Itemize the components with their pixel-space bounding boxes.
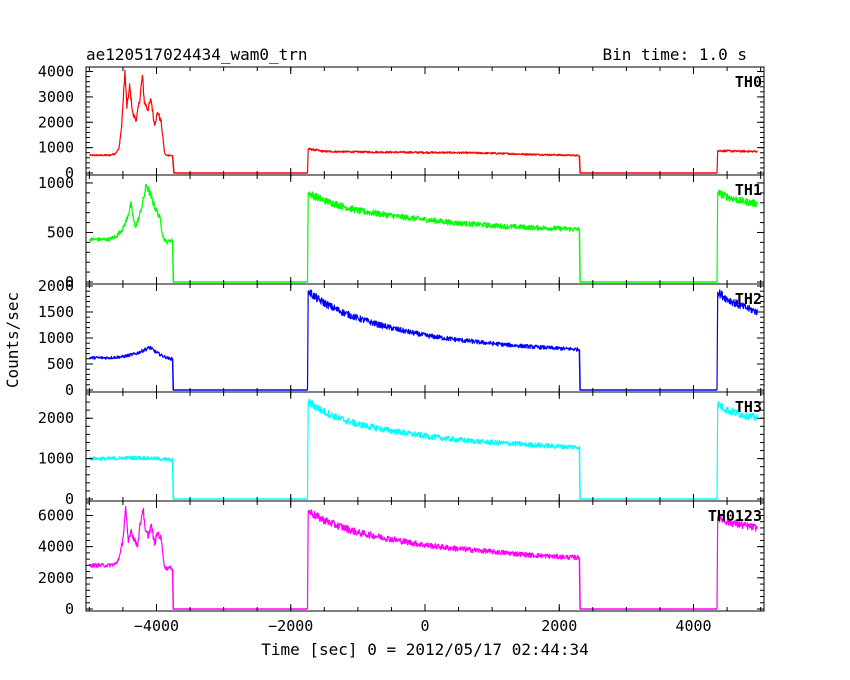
series-line-th3-0: [88, 455, 174, 462]
series-line-th1-3: [578, 229, 717, 283]
panel-th0: 0 1000 2000 3000 4000 TH0: [38, 63, 765, 182]
y-tick-label: 1500: [38, 303, 74, 321]
series-line-th0-1: [171, 155, 308, 174]
y-tick-label: 2000: [38, 569, 74, 587]
series-line-th2-3: [578, 349, 717, 391]
panel-frame: [85, 174, 765, 285]
panel-frame: [85, 283, 765, 393]
series-line-th0123-1: [171, 568, 308, 610]
panel-frame: [85, 500, 765, 612]
y-tick-label: 4000: [38, 538, 74, 556]
series-line-th2-2: [306, 289, 580, 391]
series-line-th1-4: [716, 189, 758, 283]
x-tick-label: 2000: [541, 617, 577, 635]
y-tick-label: 0: [65, 381, 74, 399]
x-tick-label: 4000: [675, 617, 711, 635]
panel-th3: 0 1000 2000 TH3: [38, 391, 765, 508]
y-tick-label: 500: [47, 223, 74, 241]
chart-title: ae120517024434_wam0_trn: [86, 45, 308, 64]
x-axis-label: Time [sec] 0 = 2012/05/17 02:44:34: [261, 640, 589, 659]
series-line-th3-1: [171, 459, 308, 500]
panel-th2: 0 500 1000 1500 2000 TH2: [38, 277, 765, 399]
panel-frame: [85, 66, 765, 176]
series-line-th0-2: [306, 147, 580, 174]
series-line-th0123-0: [88, 506, 173, 571]
y-tick-label: 4000: [38, 63, 74, 81]
y-tick-label: 2000: [38, 277, 74, 295]
y-tick-label: 6000: [38, 506, 74, 524]
y-axis-label: Counts/sec: [3, 292, 22, 388]
y-tick-label: 1000: [38, 139, 74, 157]
series-line-th2-0: [88, 345, 174, 361]
panel-th1: 0 500 1000 TH1: [38, 174, 765, 291]
series-line-th2-1: [171, 358, 308, 391]
y-tick-label: 2000: [38, 113, 74, 131]
series-line-th0-0: [89, 69, 173, 157]
y-tick-label: 1000: [38, 329, 74, 347]
y-tick-label: 500: [47, 355, 74, 373]
bin-time-label: Bin time: 1.0 s: [603, 45, 748, 64]
series-line-th3-2: [306, 398, 580, 500]
x-tick-label: −2000: [268, 617, 313, 635]
y-tick-label: 3000: [38, 88, 74, 106]
y-tick-label: 1000: [38, 450, 74, 468]
panel-label-th3: TH3: [735, 398, 762, 416]
series-line-th1-1: [171, 240, 308, 283]
series-line-th0123-4: [716, 513, 758, 610]
series-line-th3-3: [578, 447, 717, 500]
y-tick-label: 0: [65, 490, 74, 508]
y-tick-label: 2000: [38, 409, 74, 427]
panel-label-th0123: TH0123: [708, 507, 762, 525]
series-line-th0123-2: [306, 509, 580, 610]
series-line-th1-0: [89, 183, 173, 245]
panel-label-th1: TH1: [735, 181, 762, 199]
panel-th0123: 0 2000 4000 6000 TH0123: [38, 500, 765, 618]
x-tick-label: 0: [420, 617, 429, 635]
series-line-th1-2: [306, 191, 580, 283]
y-tick-label: 1000: [38, 174, 74, 192]
series-line-th3-4: [716, 400, 758, 500]
y-tick-label: 0: [65, 164, 74, 182]
panel-frame: [85, 391, 765, 502]
y-tick-label: 0: [65, 273, 74, 291]
panel-label-th0: TH0: [735, 73, 762, 91]
y-tick-label: 0: [65, 600, 74, 618]
series-line-th0123-3: [578, 557, 717, 610]
panel-label-th2: TH2: [735, 290, 762, 308]
series-line-th0-4: [716, 149, 758, 174]
series-line-th2-4: [716, 289, 758, 391]
series-line-th0-3: [578, 155, 717, 174]
x-tick-label: −4000: [134, 617, 179, 635]
